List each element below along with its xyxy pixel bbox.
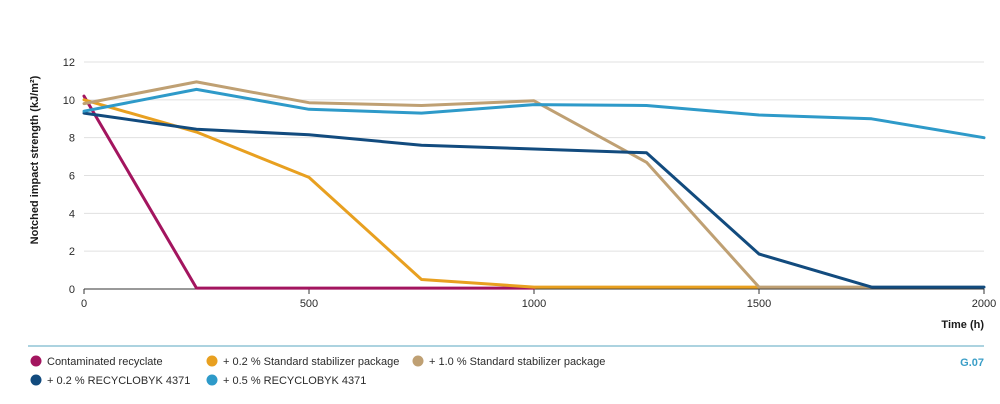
x-tick-label: 0 (81, 298, 87, 310)
grid (84, 61, 984, 252)
x-tick-label: 500 (300, 298, 318, 310)
legend-marker (30, 374, 42, 386)
x-axis-title: Time (h) (941, 319, 984, 331)
y-tick-label: 6 (69, 171, 75, 183)
legend-label: + 0.2 % Standard stabilizer package (223, 356, 399, 368)
legend-marker (206, 355, 218, 367)
y-tick-label: 4 (69, 208, 75, 220)
series-line-5 (82, 87, 986, 140)
y-tick-label: 8 (69, 133, 75, 145)
y-tick-label: 10 (63, 95, 75, 107)
series-line-3 (82, 80, 873, 289)
legend-label: + 0.2 % RECYCLOBYK 4371 (47, 375, 190, 387)
legend-label: + 0.5 % RECYCLOBYK 4371 (223, 375, 366, 387)
y-tick-label: 0 (69, 284, 75, 296)
x-tick-label: 2000 (972, 298, 996, 310)
series-line-1 (82, 94, 536, 290)
y-tick-label: 2 (69, 246, 75, 258)
figure-id: G.07 (960, 357, 984, 369)
legend-marker (30, 355, 42, 367)
x-tick-label: 1500 (747, 298, 771, 310)
y-tick-label: 12 (63, 57, 75, 69)
axes: 0 2 4 6 8 10 12 0 500 1000 1500 2000 (63, 57, 996, 310)
legend-label: + 1.0 % Standard stabilizer package (429, 356, 605, 368)
series-line-2 (82, 98, 761, 289)
series-line-4 (82, 111, 986, 289)
legend-marker (206, 374, 218, 386)
y-axis-title: Notched impact strength (kJ/m²) (29, 75, 41, 244)
legend: Contaminated recyclate + 0.2 % Standard s… (30, 355, 605, 387)
series (82, 80, 986, 290)
legend-marker (412, 355, 424, 367)
x-tick-label: 1000 (522, 298, 546, 310)
legend-label: Contaminated recyclate (47, 356, 163, 368)
